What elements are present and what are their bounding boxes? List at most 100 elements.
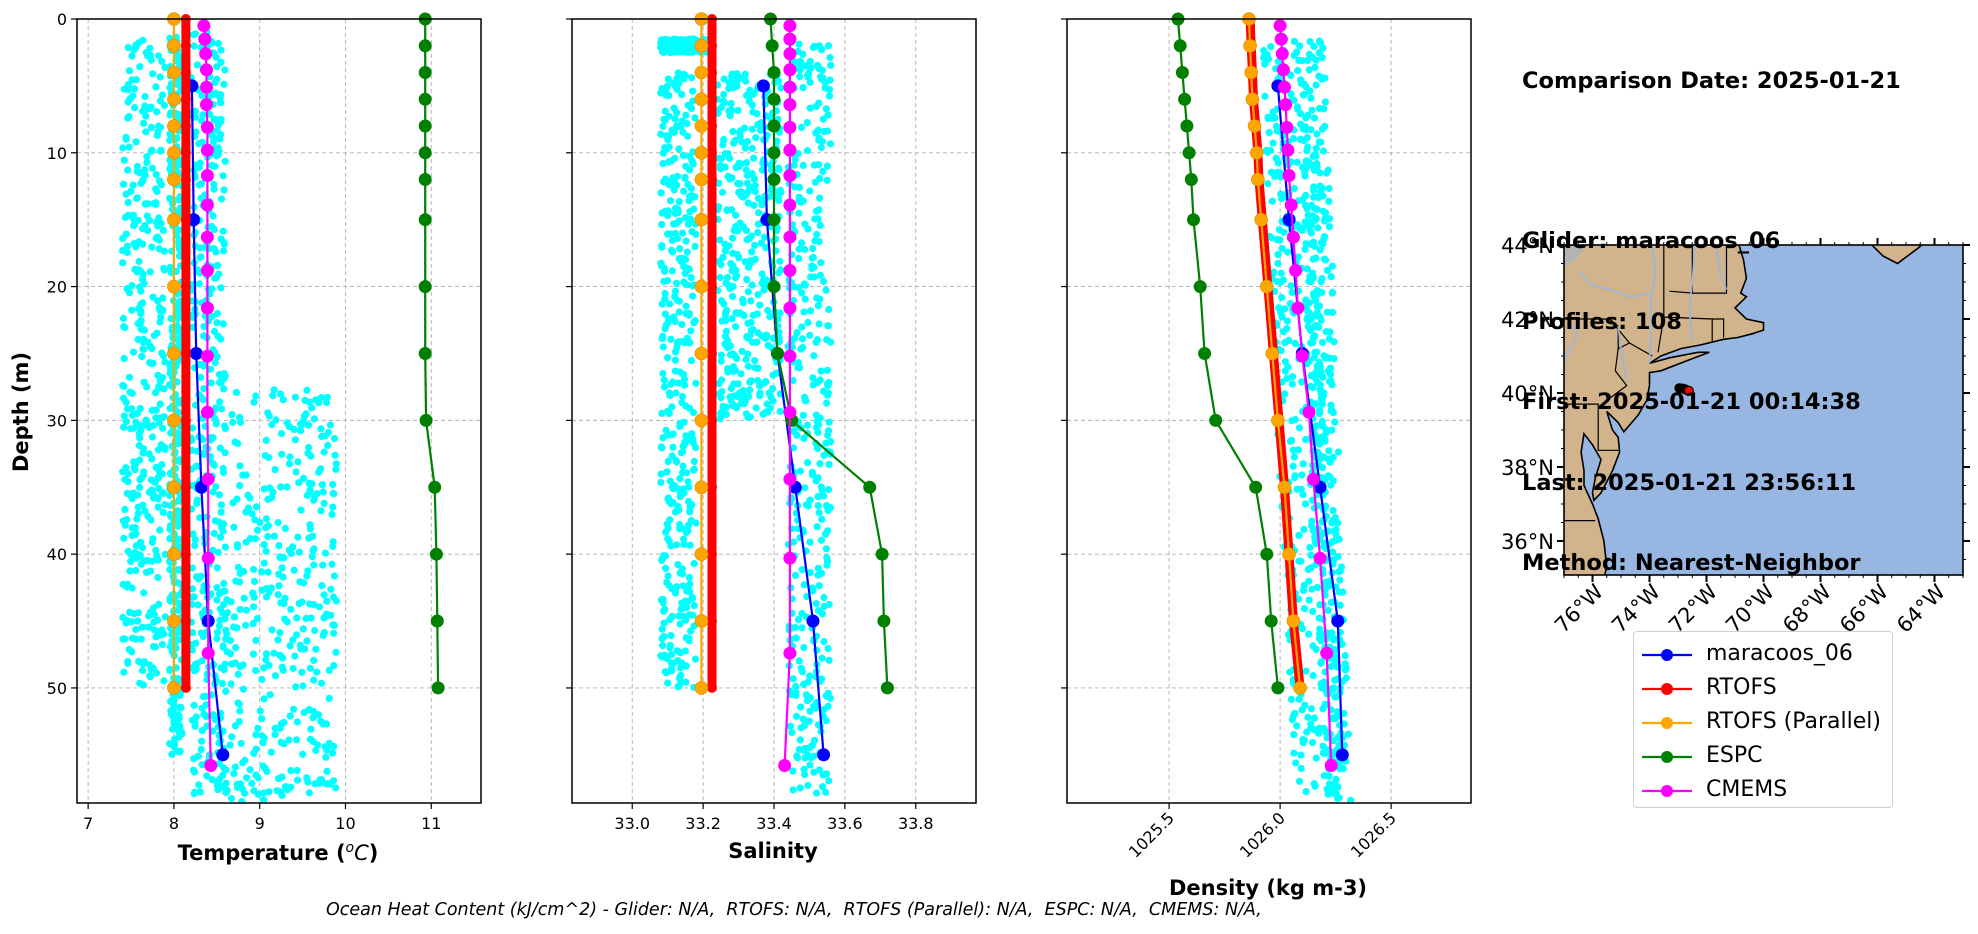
scatter-point — [729, 363, 738, 371]
scatter-point — [818, 654, 826, 662]
scatter-point — [732, 211, 740, 219]
scatter-point — [731, 352, 739, 360]
scatter-point — [799, 84, 807, 92]
scatter-point — [152, 200, 160, 208]
scatter-point — [682, 237, 690, 245]
scatter-point — [795, 745, 803, 754]
scatter-point — [690, 602, 698, 610]
scatter-point — [221, 422, 229, 430]
scatter-point — [797, 123, 806, 131]
series-marker — [1293, 681, 1307, 695]
scatter-point — [264, 409, 272, 417]
scatter-point — [657, 478, 665, 486]
scatter-point — [1302, 788, 1310, 796]
scatter-point — [332, 648, 340, 656]
legend-item-rtofs: RTOFS — [1634, 672, 1892, 706]
scatter-point — [295, 479, 303, 487]
scatter-point — [158, 91, 167, 99]
scatter-point — [1277, 347, 1285, 355]
scatter-point — [659, 642, 667, 650]
scatter-point — [285, 546, 293, 554]
scatter-point — [817, 259, 825, 267]
scatter-point — [156, 307, 164, 315]
scatter-point — [742, 166, 750, 174]
scatter-point — [663, 654, 671, 663]
scatter-point — [803, 147, 812, 155]
scatter-point — [806, 538, 814, 546]
scatter-point — [217, 664, 225, 672]
scatter-point — [285, 423, 293, 431]
scatter-point — [818, 486, 826, 494]
scatter-point — [328, 560, 336, 568]
scatter-point — [822, 788, 830, 796]
river — [1714, 245, 1728, 290]
scatter-point — [325, 666, 333, 674]
scatter-point — [682, 214, 690, 222]
scatter-point — [825, 379, 833, 387]
scatter-point — [675, 308, 683, 316]
scatter-point — [1293, 722, 1301, 730]
scatter-point — [690, 319, 698, 327]
scatter-point — [722, 410, 730, 419]
scatter-point — [679, 582, 687, 590]
temperature-axis-label: Temperature (oC) — [178, 840, 379, 865]
series-cmems — [197, 19, 218, 772]
scatter-point — [1310, 42, 1318, 51]
scatter-point — [1313, 130, 1321, 138]
ocean-heat-content-footer: Ocean Heat Content (kJ/cm^2) - Glider: N… — [326, 900, 1262, 920]
scatter-point — [727, 99, 735, 107]
scatter-point — [668, 157, 676, 165]
scatter-point — [291, 436, 299, 444]
scatter-point — [236, 482, 244, 490]
series-espc — [1171, 12, 1285, 695]
glider-position-marker — [1683, 385, 1694, 396]
scatter-point — [741, 124, 749, 132]
series-marker — [707, 174, 717, 185]
scatter-point — [222, 779, 230, 787]
scatter-point — [320, 591, 328, 599]
scatter-point — [671, 356, 680, 364]
series-line — [190, 85, 224, 755]
scatter-point — [822, 105, 831, 113]
scatter-point — [790, 161, 798, 169]
scatter-point — [220, 80, 228, 88]
scatter-point — [122, 464, 130, 472]
scatter-point — [169, 725, 177, 733]
scatter-point — [209, 546, 217, 554]
series-marker — [418, 173, 432, 186]
scatter-point — [791, 156, 799, 164]
scatter-point — [249, 619, 257, 628]
scatter-point — [1324, 166, 1332, 174]
scatter-point — [208, 161, 216, 170]
scatter-point — [681, 438, 689, 446]
scatter-point — [133, 167, 141, 175]
scatter-point — [678, 90, 686, 99]
scatter-point — [805, 717, 813, 725]
scatter-point — [1312, 81, 1320, 89]
scatter-point — [217, 117, 225, 125]
scatter-point — [791, 571, 800, 579]
scatter-point — [718, 154, 726, 162]
scatter-point — [190, 766, 198, 774]
scatter-point — [766, 313, 774, 321]
series-marker — [694, 92, 709, 107]
scatter-point — [1307, 705, 1315, 713]
scatter-point — [191, 113, 199, 121]
scatter-point — [664, 354, 672, 362]
series-marker — [1281, 143, 1295, 157]
scatter-point — [252, 667, 260, 675]
scatter-point — [1325, 447, 1333, 455]
scatter-point — [1335, 588, 1343, 596]
scatter-point — [674, 69, 682, 77]
scatter-point — [232, 644, 240, 652]
scatter-point — [678, 320, 686, 329]
scatter-point — [1313, 422, 1321, 430]
scatter-point — [318, 582, 326, 590]
scatter-point — [219, 172, 227, 180]
series-marker — [694, 172, 709, 187]
series-marker — [198, 32, 212, 46]
scatter-point — [134, 617, 142, 625]
scatter-point — [252, 731, 260, 739]
series-marker — [1331, 614, 1345, 628]
scatter-point — [1313, 193, 1321, 201]
